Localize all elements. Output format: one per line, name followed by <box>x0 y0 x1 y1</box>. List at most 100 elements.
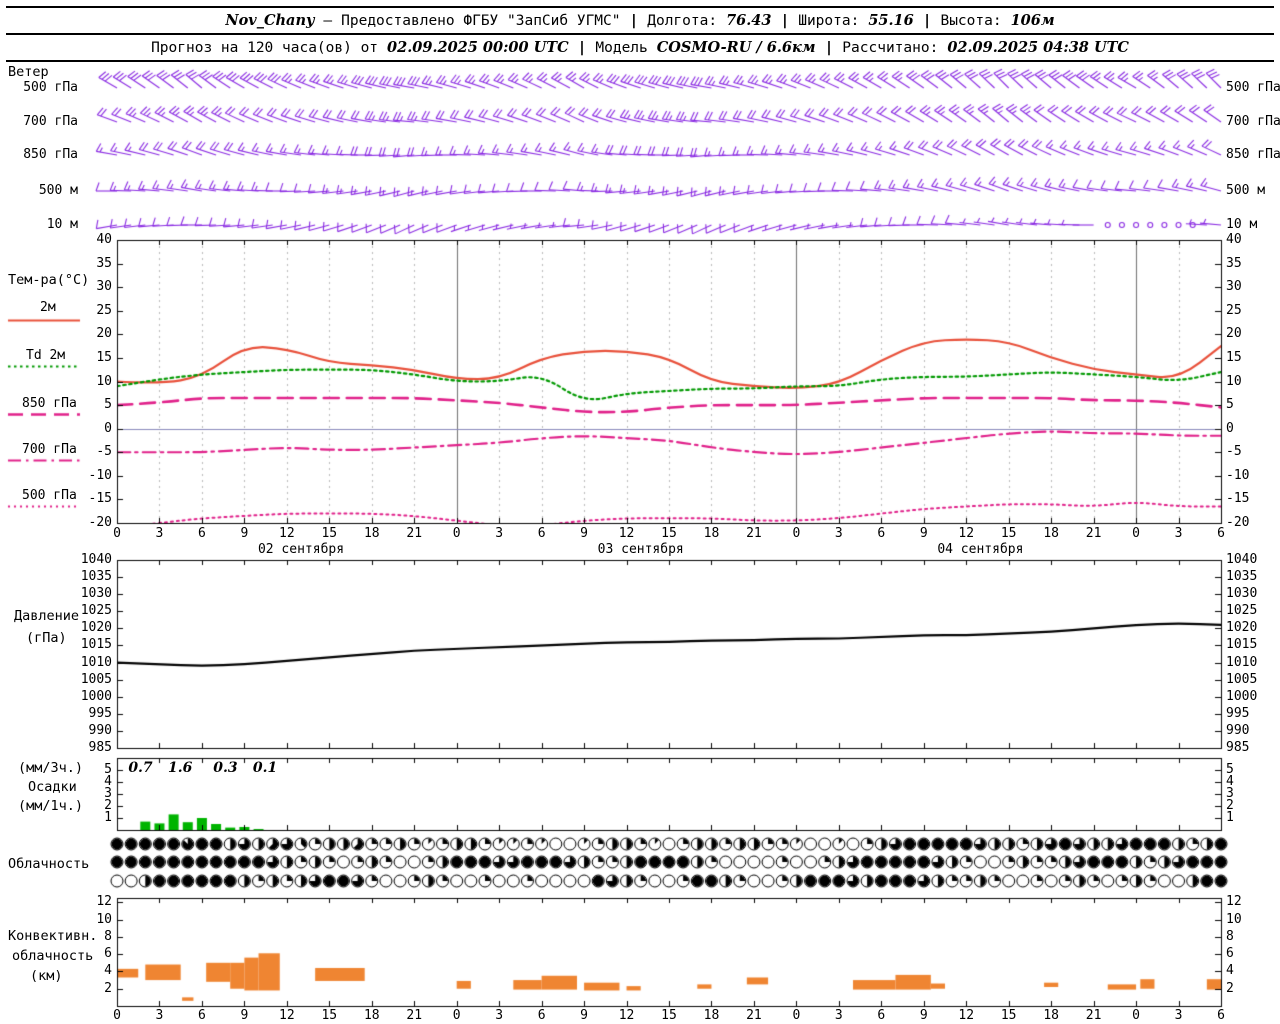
alt-label: Высота: <box>940 12 1002 29</box>
x-tick-label: 21 <box>406 526 423 541</box>
separator: | <box>577 39 587 56</box>
pressure-panel-title: Давление <box>14 608 80 624</box>
pressure-y-tick-label: 995 <box>88 705 112 721</box>
precip-3h-label: 0.3 <box>213 760 238 776</box>
x-tick-label: 12 <box>618 1008 635 1023</box>
precip-y-tick-label: 5 <box>1226 762 1234 777</box>
conv-y-tick-label: 4 <box>104 963 112 979</box>
temp-y-tick-label: -10 <box>1226 467 1250 483</box>
x-tick-label: 6 <box>198 1008 206 1023</box>
x-tick-label: 12 <box>958 526 975 541</box>
x-tick-label: 6 <box>877 1008 886 1023</box>
precip-y-tick-label: 1 <box>104 810 112 825</box>
x-tick-label: 0 <box>113 526 121 541</box>
model-value: COSMO-RU / 6.6км <box>656 39 816 56</box>
wind-level-label: 500 м <box>1226 183 1266 198</box>
conv-y-tick-label: 4 <box>1226 963 1234 979</box>
temp-y-tick-label: 10 <box>1226 373 1242 389</box>
conv-y-tick-label: 10 <box>1226 911 1242 927</box>
x-tick-label: 0 <box>792 1008 801 1023</box>
temp-y-tick-label: 15 <box>96 349 112 365</box>
station-name: Nov_Chany <box>225 12 315 29</box>
temp-y-tick-label: -10 <box>88 467 112 483</box>
separator: | <box>824 39 834 56</box>
precip-y-tick-label: 2 <box>1226 798 1234 813</box>
x-tick-label: 12 <box>279 1008 295 1023</box>
pressure-y-tick-label: 1000 <box>1226 688 1258 704</box>
precip-unit-1h: (мм/1ч.) <box>18 798 84 814</box>
x-tick-label: 3 <box>834 526 843 541</box>
precip-unit-3h: (мм/3ч.) <box>18 760 84 776</box>
precip-y-tick-label: 5 <box>104 762 112 777</box>
temp-y-tick-label: 0 <box>104 420 112 436</box>
conv-panel-title-2: облачность <box>12 948 94 964</box>
precip-y-tick-label: 4 <box>104 774 112 789</box>
provider: Предоставлено ФГБУ "ЗапСиб УГМС" <box>341 12 621 29</box>
temp-panel-title: Тем-ра(°C) <box>8 272 90 288</box>
temp-legend-label: 500 гПа <box>22 488 77 503</box>
lon-label: Долгота: <box>647 12 718 29</box>
pressure-y-tick-label: 1040 <box>80 552 112 567</box>
x-tick-label: 21 <box>746 526 762 541</box>
header: Nov_Chany — Предоставлено ФГБУ "ЗапСиб У… <box>6 6 1274 62</box>
temp-y-tick-label: -5 <box>1226 444 1242 460</box>
forecast-label: Прогноз на 120 часа(ов) от <box>151 39 379 56</box>
separator: | <box>780 12 790 29</box>
pressure-y-tick-label: 1020 <box>1226 620 1258 636</box>
temp-y-tick-label: 40 <box>1226 232 1242 247</box>
temp-y-tick-label: 15 <box>1226 349 1242 365</box>
precip-panel-title: Осадки <box>28 779 77 795</box>
temp-y-tick-label: 5 <box>1226 397 1234 413</box>
x-tick-label: 3 <box>155 526 164 541</box>
run-time: 02.09.2025 00:00 UTC <box>387 39 569 56</box>
x-tick-label: 3 <box>1174 526 1183 541</box>
x-tick-label: 6 <box>1217 1008 1225 1023</box>
wind-level-label: 850 гПа <box>1226 147 1280 162</box>
conv-y-tick-label: 2 <box>1226 980 1234 996</box>
pressure-y-tick-label: 1035 <box>1226 569 1258 585</box>
pressure-panel-unit: (гПа) <box>26 630 67 646</box>
wind-level-label: 850 гПа <box>23 147 78 162</box>
temp-y-tick-label: 20 <box>1226 326 1242 342</box>
conv-panel-title-1: Конвективн. <box>8 928 98 944</box>
conv-y-tick-label: 10 <box>96 911 112 927</box>
pressure-y-tick-label: 1005 <box>1226 671 1258 687</box>
pressure-y-tick-label: 1015 <box>80 637 112 653</box>
temp-y-tick-label: 35 <box>1226 255 1242 271</box>
wind-level-label: 10 м <box>46 217 78 232</box>
pressure-y-tick-label: 1000 <box>80 688 112 704</box>
temp-legend-label: 850 гПа <box>22 396 77 411</box>
temp-legend-label: Td 2м <box>26 348 66 363</box>
conv-y-tick-label: 8 <box>104 928 112 944</box>
header-dash: — <box>323 12 333 29</box>
precip-3h-label: 0.7 <box>128 760 153 776</box>
cloud-panel-title: Облачность <box>8 856 90 872</box>
temp-y-tick-label: -20 <box>88 515 112 530</box>
calc-label: Рассчитано: <box>842 39 939 56</box>
pressure-y-tick-label: 985 <box>1226 740 1250 755</box>
conv-y-tick-label: 6 <box>104 946 112 962</box>
pressure-y-tick-label: 985 <box>88 740 112 755</box>
precip-y-tick-label: 3 <box>1226 786 1234 801</box>
temp-y-tick-label: 40 <box>96 232 112 247</box>
x-tick-label: 18 <box>703 1008 720 1023</box>
date-label: 04 сентября <box>937 542 1024 557</box>
conv-y-tick-label: 12 <box>1226 894 1242 910</box>
temp-y-tick-label: 5 <box>104 397 112 413</box>
pressure-y-tick-label: 1035 <box>80 569 112 585</box>
temp-y-tick-label: 35 <box>96 255 112 271</box>
calc-value: 02.09.2025 04:38 UTC <box>947 39 1129 56</box>
temp-y-tick-label: 20 <box>96 326 112 342</box>
x-tick-label: 21 <box>1085 1008 1102 1023</box>
x-tick-label: 15 <box>661 1008 677 1023</box>
x-tick-label: 3 <box>495 526 504 541</box>
precip-y-tick-label: 1 <box>1226 810 1234 825</box>
x-tick-label: 18 <box>1043 1008 1059 1023</box>
precip-3h-label: 1.6 <box>167 760 193 776</box>
x-tick-label: 9 <box>919 1008 928 1023</box>
temp-y-tick-label: 30 <box>1226 279 1242 295</box>
date-label: 02 сентября <box>257 542 345 557</box>
x-tick-label: 9 <box>240 1008 249 1023</box>
temp-y-tick-label: 10 <box>96 373 112 389</box>
